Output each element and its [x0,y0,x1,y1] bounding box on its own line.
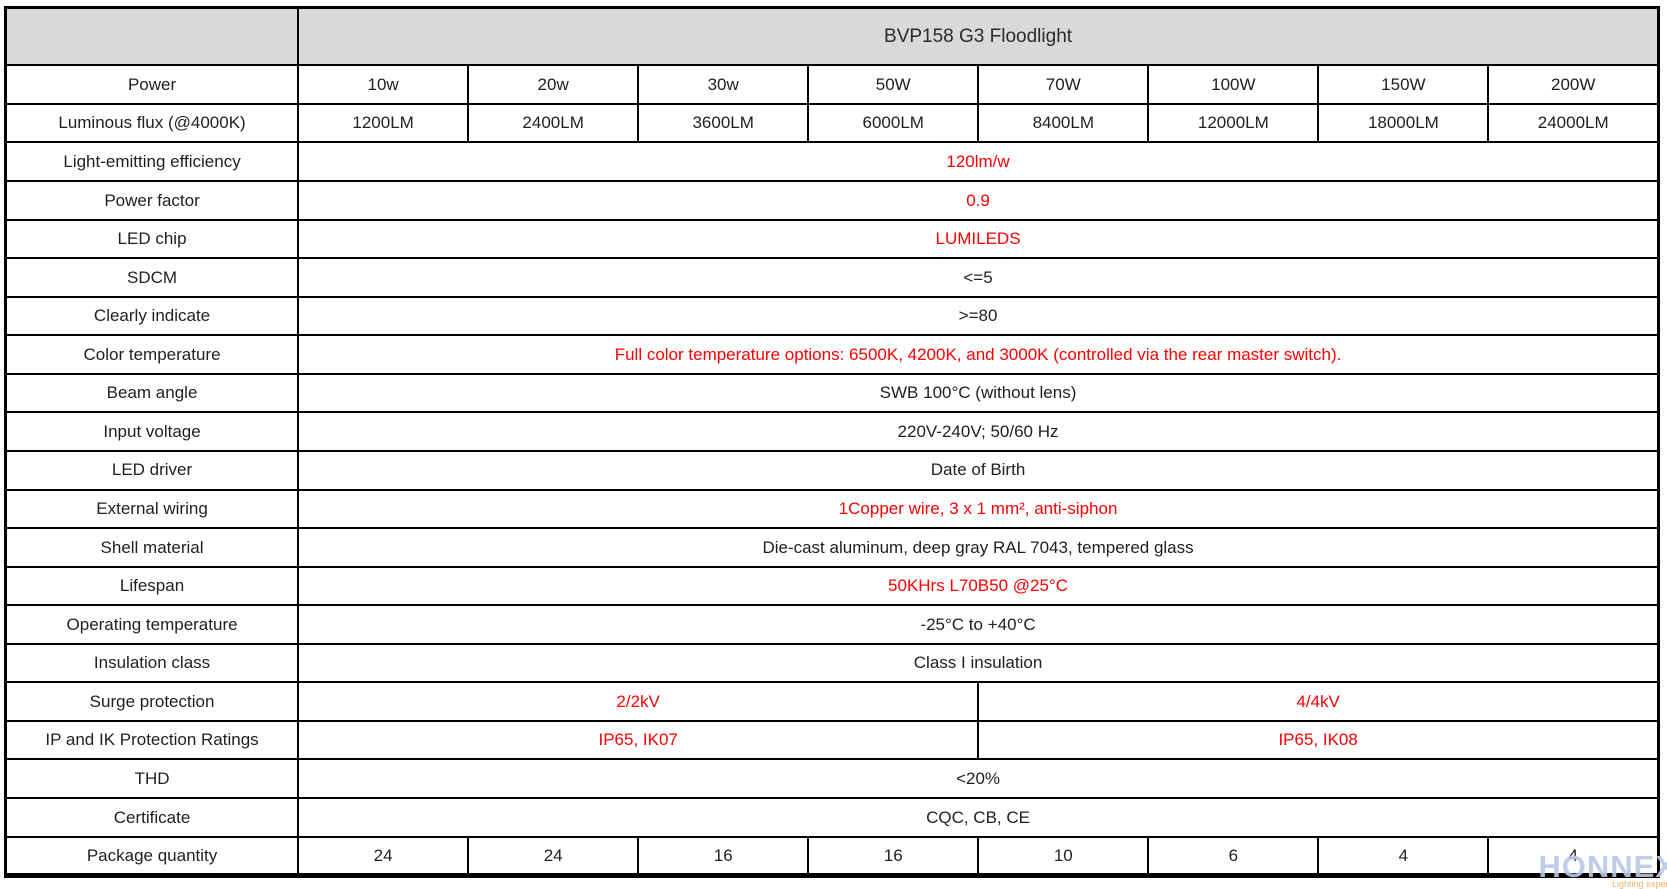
flux-value: 2400LM [467,102,640,144]
flux-value: 12000LM [1147,102,1320,144]
flux-value: 1200LM [297,102,470,144]
spec-row-lifespan: Lifespan 50KHrs L70B50 @25°C [4,565,1660,607]
spec-row-shell-material: Shell material Die-cast aluminum, deep g… [4,527,1660,568]
spec-value: Class I insulation [297,642,1660,684]
spec-label: Surge protection [4,681,300,722]
spec-label: Color temperature [4,334,300,375]
spec-value: >=80 [297,295,1660,337]
spec-value: Full color temperature options: 6500K, 4… [297,334,1660,375]
spec-label: Beam angle [4,372,300,414]
spec-row-beam-angle: Beam angle SWB 100°C (without lens) [4,372,1660,414]
spec-row-led-chip: LED chip LUMILEDS [4,218,1660,260]
flux-label: Luminous flux (@4000K) [4,102,300,144]
spec-label: IP and IK Protection Ratings [4,719,300,761]
package-value: 10 [977,835,1150,877]
spec-value: 1Copper wire, 3 x 1 mm², anti-siphon [297,488,1660,530]
package-value: 6 [1147,835,1320,877]
spec-value-right: 4/4kV [977,681,1660,722]
spec-label: THD [4,758,300,800]
spec-label: Insulation class [4,642,300,684]
power-label: Power [4,64,300,105]
product-spec-table: BVP158 G3 Floodlight Power 10w 20w 30w 5… [4,6,1660,878]
spec-label: Light-emitting efficiency [4,141,300,183]
package-label: Package quantity [4,835,300,877]
spec-row-thd: THD <20% [4,758,1660,800]
spec-value: <20% [297,758,1660,800]
power-value: 10w [297,64,470,105]
spec-value: LUMILEDS [297,218,1660,260]
spec-row-power-factor: Power factor 0.9 [4,180,1660,221]
spec-row-external-wiring: External wiring 1Copper wire, 3 x 1 mm²,… [4,488,1660,530]
package-value: 24 [297,835,470,877]
spec-label: LED chip [4,218,300,260]
spec-row-input-voltage: Input voltage 220V-240V; 50/60 Hz [4,411,1660,452]
spec-value: CQC, CB, CE [297,797,1660,838]
spec-value: -25°C to +40°C [297,604,1660,645]
spec-value-left: 2/2kV [297,681,980,722]
spec-value-right: IP65, IK08 [977,719,1660,761]
spec-value: 220V-240V; 50/60 Hz [297,411,1660,452]
spec-value: SWB 100°C (without lens) [297,372,1660,414]
spec-label: Shell material [4,527,300,568]
flux-row: Luminous flux (@4000K) 1200LM 2400LM 360… [4,102,1660,144]
flux-value: 8400LM [977,102,1150,144]
spec-label: Certificate [4,797,300,838]
flux-value: 24000LM [1487,102,1660,144]
package-value: 16 [807,835,980,877]
power-value: 50W [807,64,980,105]
header-empty-cell [4,6,300,67]
package-value: 16 [637,835,810,877]
package-value: 4 [1487,835,1660,877]
spec-label: Clearly indicate [4,295,300,337]
spec-value-left: IP65, IK07 [297,719,980,761]
spec-label: Lifespan [4,565,300,607]
spec-label: SDCM [4,257,300,298]
power-value: 30w [637,64,810,105]
package-value: 4 [1317,835,1490,877]
spec-value: 50KHrs L70B50 @25°C [297,565,1660,607]
spec-row-certificate: Certificate CQC, CB, CE [4,797,1660,838]
spec-value: 120lm/w [297,141,1660,183]
power-value: 20w [467,64,640,105]
spec-row-cri: Clearly indicate >=80 [4,295,1660,337]
spec-label: Operating temperature [4,604,300,645]
power-value: 70W [977,64,1150,105]
spec-row-ip-ik-ratings: IP and IK Protection Ratings IP65, IK07 … [4,719,1660,761]
spec-row-insulation-class: Insulation class Class I insulation [4,642,1660,684]
power-value: 100W [1147,64,1320,105]
watermark-tagline: Lighting expert [1611,879,1667,889]
spec-label: External wiring [4,488,300,530]
package-quantity-row: Package quantity 24 24 16 16 10 6 4 4 [4,835,1660,877]
spec-row-sdcm: SDCM <=5 [4,257,1660,298]
table-header-row: BVP158 G3 Floodlight [4,6,1660,67]
flux-value: 3600LM [637,102,810,144]
spec-value: 0.9 [297,180,1660,221]
spec-row-led-driver: LED driver Date of Birth [4,449,1660,491]
spec-value: Date of Birth [297,449,1660,491]
product-title: BVP158 G3 Floodlight [297,6,1660,67]
spec-row-efficiency: Light-emitting efficiency 120lm/w [4,141,1660,183]
power-row: Power 10w 20w 30w 50W 70W 100W 150W 200W [4,64,1660,105]
spec-label: LED driver [4,449,300,491]
package-value: 24 [467,835,640,877]
spec-label: Input voltage [4,411,300,452]
flux-value: 18000LM [1317,102,1490,144]
flux-value: 6000LM [807,102,980,144]
power-value: 150W [1317,64,1490,105]
spec-label: Power factor [4,180,300,221]
spec-value: <=5 [297,257,1660,298]
spec-row-color-temperature: Color temperature Full color temperature… [4,334,1660,375]
spec-row-surge-protection: Surge protection 2/2kV 4/4kV [4,681,1660,722]
spec-row-operating-temperature: Operating temperature -25°C to +40°C [4,604,1660,645]
power-value: 200W [1487,64,1660,105]
spec-value: Die-cast aluminum, deep gray RAL 7043, t… [297,527,1660,568]
